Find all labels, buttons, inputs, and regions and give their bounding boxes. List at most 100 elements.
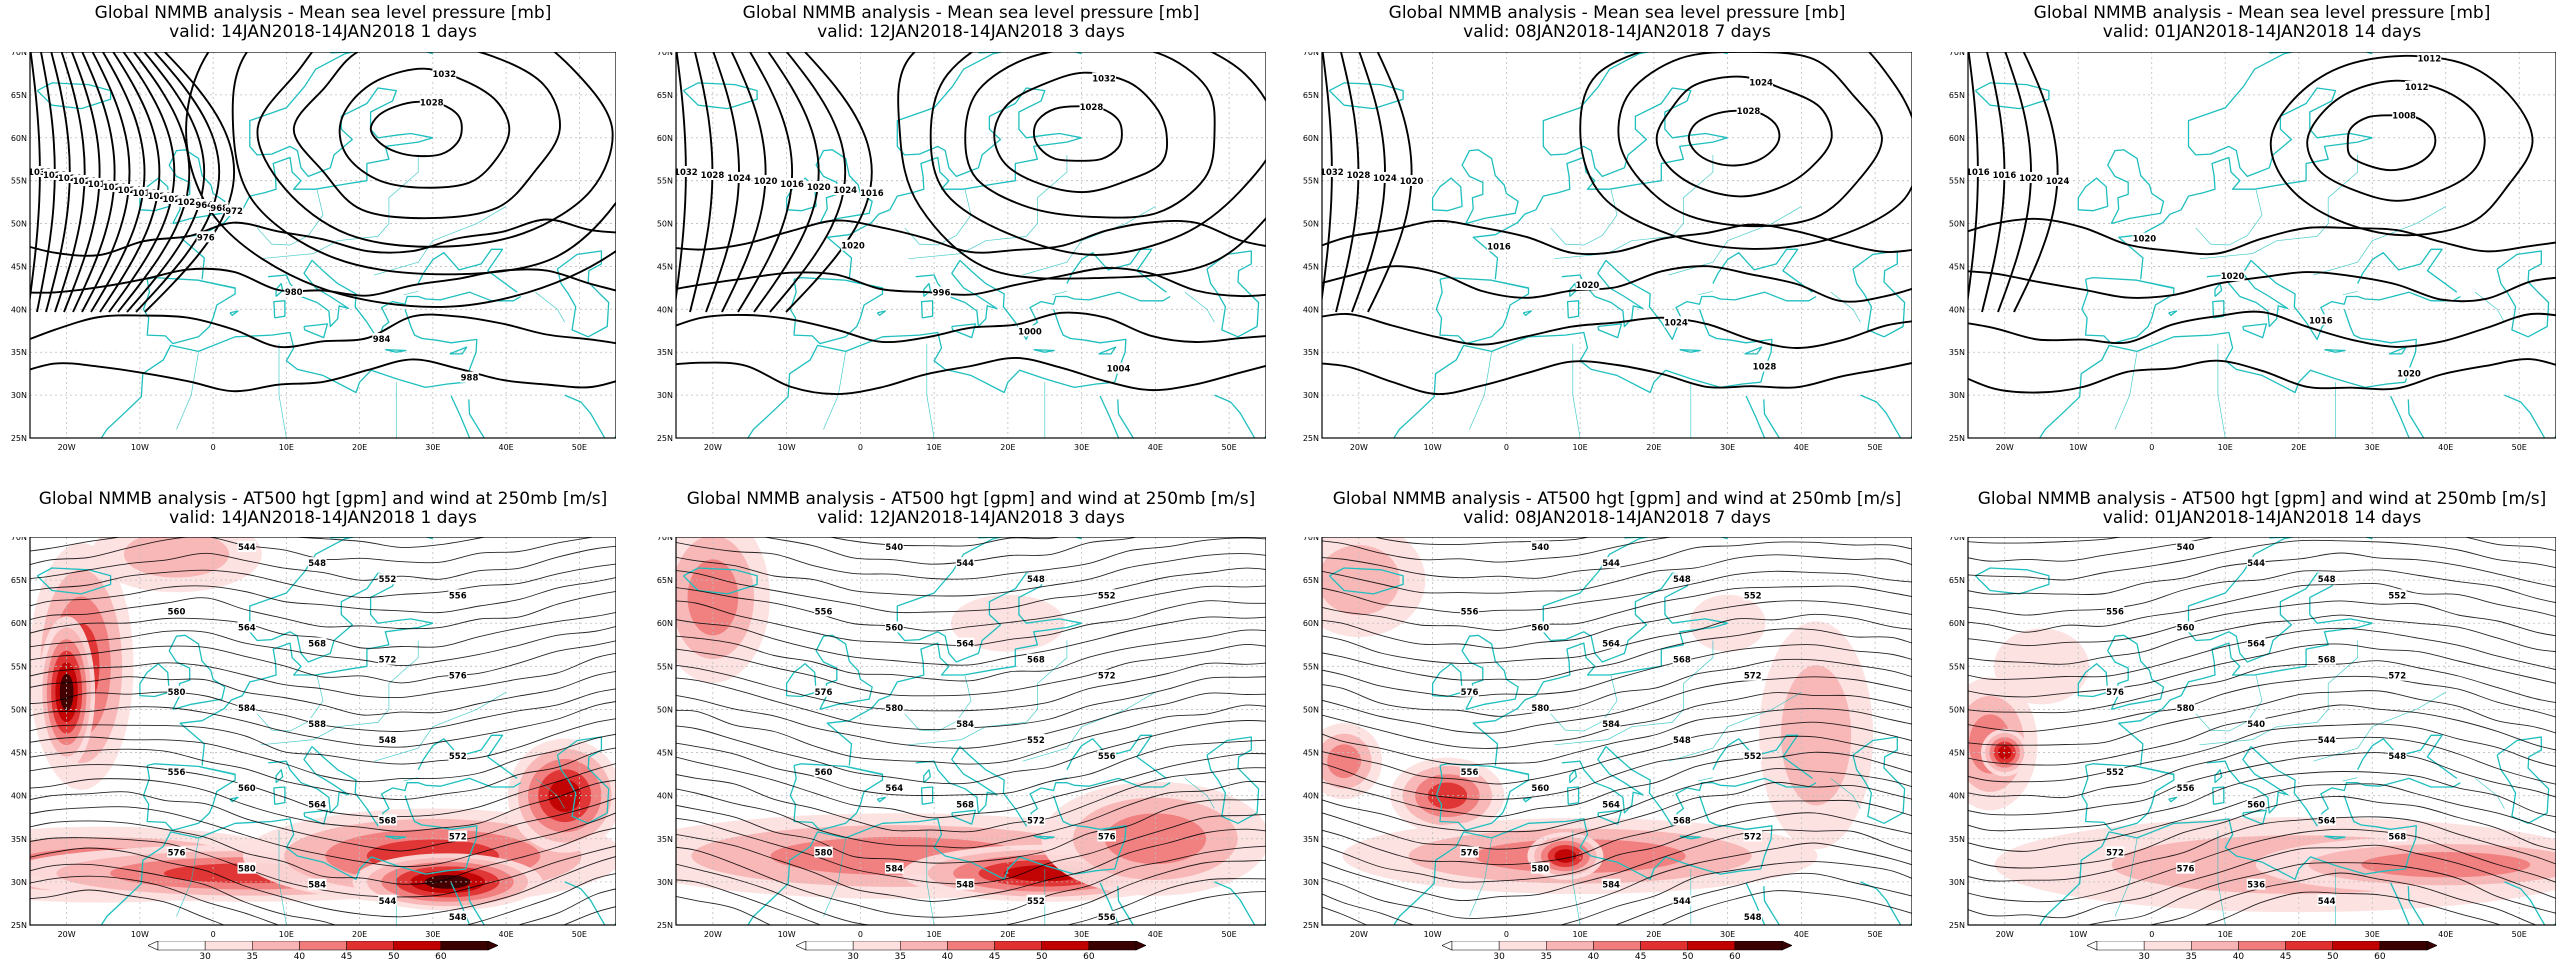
label-bg <box>1672 653 1692 665</box>
lat-tick-label: 50N <box>11 220 27 229</box>
lon-tick-label: 20W <box>704 443 722 452</box>
lon-tick-label: 50E <box>572 443 587 452</box>
lon-tick-label: 10E <box>279 443 294 452</box>
contour-label: 548 <box>2388 752 2406 762</box>
contour-label: 964 <box>195 201 213 211</box>
height-contour <box>1322 781 1912 850</box>
coastline <box>876 796 887 803</box>
coastline <box>2388 346 2407 355</box>
coastline <box>2357 248 2458 293</box>
label-bg <box>307 637 327 649</box>
contour-label: 540 <box>885 543 903 553</box>
contour-labels: 540 544 548 552 556 560 564 568 572 576 580 584 552 5… <box>814 541 1116 923</box>
coastline <box>268 260 350 328</box>
lat-tick-label: 55N <box>11 177 27 186</box>
contour-labels: 540 544 548 552 556 560 564 568 572 576 580 584 548 5… <box>1460 541 1762 923</box>
coastline <box>311 746 522 827</box>
map-panel: 540 544 548 552 556 560 564 568 572 576 580 584 552 5… <box>657 537 1266 939</box>
lon-tick-label: 40E <box>1148 930 1163 939</box>
label-bg <box>814 766 833 778</box>
contour-label: 556 <box>1098 752 1116 762</box>
label-bg <box>1672 573 1692 585</box>
colorbar-label: 60 <box>435 952 447 960</box>
lat-tick-label: 45N <box>1303 262 1319 271</box>
axis-labels: 70N 65N 60N 55N 50N 45N 40N 35N 30N 25N 20W 10W 0 10E… <box>1303 52 1883 452</box>
height-contour <box>1968 736 2556 799</box>
lat-tick-label: 65N <box>11 576 27 585</box>
coastline <box>2077 663 2109 698</box>
contour-label: 552 <box>1027 897 1045 907</box>
isobar <box>63 52 101 313</box>
contour-label: 1000 <box>1018 327 1042 337</box>
height-contour <box>676 662 1266 712</box>
coastline <box>229 796 239 803</box>
coastline <box>100 331 466 438</box>
colorbar-label: 30 <box>199 952 211 960</box>
contour-label: 548 <box>1027 575 1045 585</box>
coastline <box>2407 399 2425 438</box>
map-panel: 544 548 552 556 560 564 568 572 576 580 584 588 548 5… <box>11 537 616 939</box>
border-line <box>926 343 935 438</box>
panel-title: Global NMMB analysis - AT500 hgt [gpm] a… <box>1978 490 2547 528</box>
lat-tick-label: 45N <box>1303 749 1319 758</box>
border-line <box>535 778 566 809</box>
label-bg <box>2246 878 2266 890</box>
coastline <box>2077 177 2109 212</box>
label-bg <box>2105 685 2125 697</box>
contour-label: 980 <box>285 288 303 298</box>
label-bg <box>2317 814 2336 826</box>
title-text: Global NMMB analysis - AT500 hgt [gpm] a… <box>1977 489 2547 509</box>
coastline <box>1052 309 1127 383</box>
coastline <box>385 348 407 353</box>
colorbar-segment <box>393 941 442 951</box>
colorbar-segment <box>1593 941 1641 951</box>
coastline <box>1328 567 1404 595</box>
contour-label: 536 <box>2247 881 2265 891</box>
label-bg <box>1487 240 1511 252</box>
label-bg <box>1026 814 1046 826</box>
colorbar-label: 50 <box>1682 952 1694 960</box>
contour-label: 1024 <box>163 195 187 205</box>
height-contour <box>30 791 616 852</box>
label-bg <box>2317 894 2336 906</box>
colorbar-segment <box>2096 941 2145 951</box>
label-bg <box>1531 782 1550 794</box>
label-bg <box>307 798 327 810</box>
contour-label: 968 <box>210 204 228 214</box>
contour-label: 1016 <box>780 180 804 190</box>
colorbar-segment <box>1546 941 1594 951</box>
coastline <box>2343 309 2417 383</box>
coastline <box>139 663 170 698</box>
isobar <box>721 52 767 313</box>
contour-label: 572 <box>1744 672 1762 682</box>
coastline <box>1605 259 1817 341</box>
coastline <box>785 663 817 698</box>
contour-label: 552 <box>449 752 467 762</box>
coastline <box>2107 149 2165 225</box>
wind-band <box>2361 851 2531 878</box>
coastline <box>1712 248 1813 293</box>
coastline <box>2212 786 2225 805</box>
map-frame <box>1967 52 2556 439</box>
border-line <box>1830 291 1861 323</box>
height-contour <box>676 878 1266 925</box>
colorbar-segment <box>994 941 1042 951</box>
label-bg <box>432 68 457 80</box>
border-line <box>904 675 972 732</box>
height-contour <box>30 563 616 598</box>
contour-label: 572 <box>1098 672 1116 682</box>
lat-tick-label: 60N <box>11 619 27 628</box>
colorbar-arrow-right <box>1781 941 1792 951</box>
colorbar-segment <box>1640 941 1688 951</box>
isobar <box>30 218 616 257</box>
map-frame <box>1967 537 2556 926</box>
coastline <box>273 300 286 319</box>
panel-title: Global NMMB analysis - Mean sea level pr… <box>1389 4 1846 42</box>
coastline <box>468 886 485 925</box>
lon-tick-label: 40E <box>2438 930 2453 939</box>
label-bg <box>1373 172 1397 183</box>
colorbar-arrow-right <box>2426 941 2437 951</box>
label-bg <box>833 184 858 195</box>
height-contour <box>30 718 616 765</box>
lat-tick-label: 70N <box>1949 52 1965 57</box>
